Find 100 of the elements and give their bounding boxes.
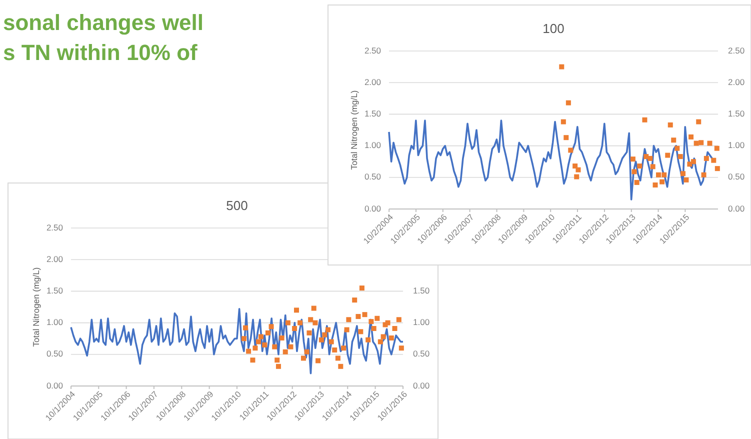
- point: [243, 325, 248, 330]
- point: [714, 146, 720, 151]
- point: [246, 348, 252, 354]
- point: [398, 346, 404, 351]
- point: [392, 326, 398, 331]
- point: [262, 342, 268, 348]
- point: [282, 349, 288, 354]
- point: [322, 332, 328, 338]
- point: [568, 148, 574, 153]
- text: sonal changes well: [3, 10, 204, 35]
- point: [346, 317, 352, 322]
- y-axis-title: Total Nitrogen (mg/L): [349, 90, 359, 170]
- point: [704, 156, 709, 161]
- point: [696, 119, 702, 124]
- point: [687, 162, 692, 167]
- point: [241, 336, 246, 342]
- point: [328, 339, 334, 344]
- point: [559, 64, 564, 70]
- y2-tick-label: 1.00: [413, 317, 430, 328]
- y2-tick-label: 1.00: [728, 140, 745, 150]
- y2-tick-label: 1.50: [728, 108, 745, 118]
- point: [656, 172, 662, 178]
- line-series: [388, 120, 716, 200]
- y-tick-label: 2.00: [46, 254, 64, 264]
- point: [292, 326, 298, 331]
- point: [572, 164, 578, 169]
- y2-tick-label: 2.50: [728, 45, 745, 56]
- point: [288, 344, 294, 350]
- y2-tick-label: 2.00: [728, 76, 745, 87]
- point: [304, 349, 310, 354]
- point: [306, 330, 312, 336]
- point: [362, 312, 368, 318]
- point: [662, 172, 667, 178]
- point: [576, 167, 581, 172]
- point: [698, 140, 704, 146]
- point: [298, 320, 303, 326]
- point: [396, 317, 402, 322]
- point: [338, 364, 344, 369]
- y-tick-label: 2.50: [46, 222, 64, 232]
- point: [368, 319, 374, 324]
- point: [352, 298, 358, 303]
- y2-tick-label: 0.00: [413, 380, 430, 390]
- point: [630, 156, 636, 162]
- point: [268, 324, 274, 330]
- y-tick-label: 0.00: [364, 203, 382, 214]
- point: [344, 327, 350, 332]
- point: [707, 140, 712, 146]
- y2-tick-label: 0.50: [728, 172, 745, 182]
- point: [326, 327, 331, 332]
- point: [701, 172, 706, 178]
- point: [678, 154, 683, 160]
- point: [332, 347, 338, 352]
- line-series: [70, 308, 404, 374]
- point: [312, 320, 318, 326]
- y-axis-title: Total Nitrogen (mg/L): [31, 267, 41, 347]
- point: [564, 135, 569, 140]
- point: [274, 358, 280, 363]
- y-tick-label: 0.00: [46, 380, 64, 390]
- point: [316, 358, 321, 364]
- chart-title: 100: [542, 21, 564, 36]
- point: [660, 179, 665, 184]
- y2-tick-label: 1.50: [413, 285, 430, 296]
- point: [668, 122, 673, 128]
- point: [371, 326, 376, 331]
- point: [378, 339, 383, 344]
- chart-title: 500: [226, 198, 248, 213]
- y-tick-label: 1.50: [46, 285, 64, 296]
- text: s TN within 10% of: [3, 40, 198, 65]
- point: [671, 138, 676, 143]
- point: [650, 164, 656, 170]
- point: [276, 364, 281, 369]
- point: [674, 146, 680, 151]
- y-tick-label: 1.00: [46, 317, 64, 328]
- point: [258, 334, 264, 340]
- point: [388, 335, 394, 340]
- y2-tick-label: 0.50: [413, 348, 430, 359]
- point: [300, 356, 306, 361]
- point: [688, 134, 694, 140]
- point: [358, 329, 364, 334]
- point: [385, 320, 390, 326]
- point: [574, 174, 580, 180]
- y-tick-label: 2.50: [364, 45, 382, 56]
- point: [250, 358, 256, 363]
- y-tick-label: 0.50: [364, 172, 382, 182]
- y-tick-label: 2.00: [364, 76, 382, 87]
- point: [642, 117, 648, 122]
- point: [359, 286, 364, 291]
- point: [252, 346, 258, 351]
- point: [272, 344, 278, 350]
- point: [374, 316, 380, 321]
- point: [256, 339, 261, 344]
- point: [566, 100, 571, 106]
- point: [711, 158, 716, 163]
- point: [652, 182, 658, 188]
- point: [311, 306, 316, 311]
- point: [366, 337, 371, 342]
- point: [694, 140, 699, 146]
- y-tick-label: 0.50: [46, 348, 64, 359]
- point: [684, 177, 689, 182]
- point: [356, 314, 361, 319]
